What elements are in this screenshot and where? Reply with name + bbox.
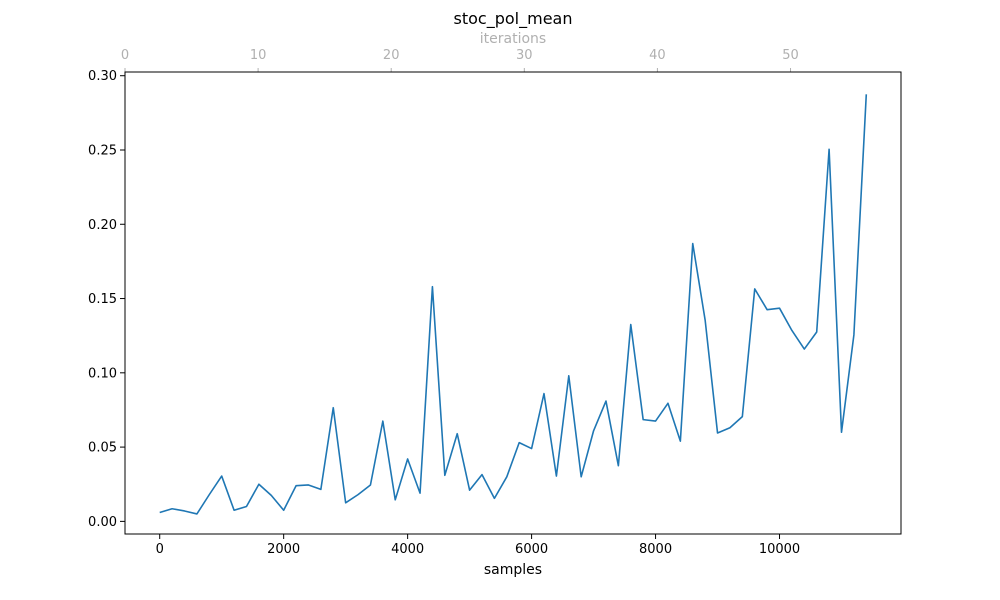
y-tick-label: 0.05: [88, 441, 117, 456]
top-x-tick-label: 30: [516, 48, 533, 63]
y-tick-label: 0.10: [88, 366, 117, 381]
x-tick-label: 10000: [759, 542, 800, 557]
y-tick-label: 0.20: [88, 218, 117, 233]
chart-title: stoc_pol_mean: [454, 9, 573, 29]
y-axis-ticks: 0.00 0.05 0.10 0.15 0.20 0.25 0.30: [88, 69, 125, 530]
top-x-tick-label: 20: [383, 48, 400, 63]
top-x-tick-label: 0: [121, 48, 129, 63]
top-x-axis-title: iterations: [480, 31, 546, 47]
plot-area-frame: [124, 71, 902, 535]
top-x-axis-ticks: 0 10 20 30 40 50: [121, 48, 799, 72]
series-line: [159, 94, 868, 515]
top-x-tick-label: 50: [782, 48, 799, 63]
top-x-tick-label: 40: [649, 48, 666, 63]
x-tick-label: 0: [156, 542, 164, 557]
x-tick-label: 2000: [267, 542, 300, 557]
x-tick-label: 4000: [391, 542, 424, 557]
x-tick-label: 8000: [639, 542, 672, 557]
y-tick-label: 0.00: [88, 515, 117, 530]
x-tick-label: 6000: [515, 542, 548, 557]
y-tick-label: 0.15: [88, 292, 117, 307]
y-tick-label: 0.30: [88, 69, 117, 84]
top-x-tick-label: 10: [250, 48, 267, 63]
x-axis-ticks: 0 2000 4000 6000 8000 10000: [156, 534, 800, 557]
x-axis-title: samples: [484, 562, 542, 578]
y-tick-label: 0.25: [88, 143, 117, 158]
series-group: [159, 94, 868, 515]
